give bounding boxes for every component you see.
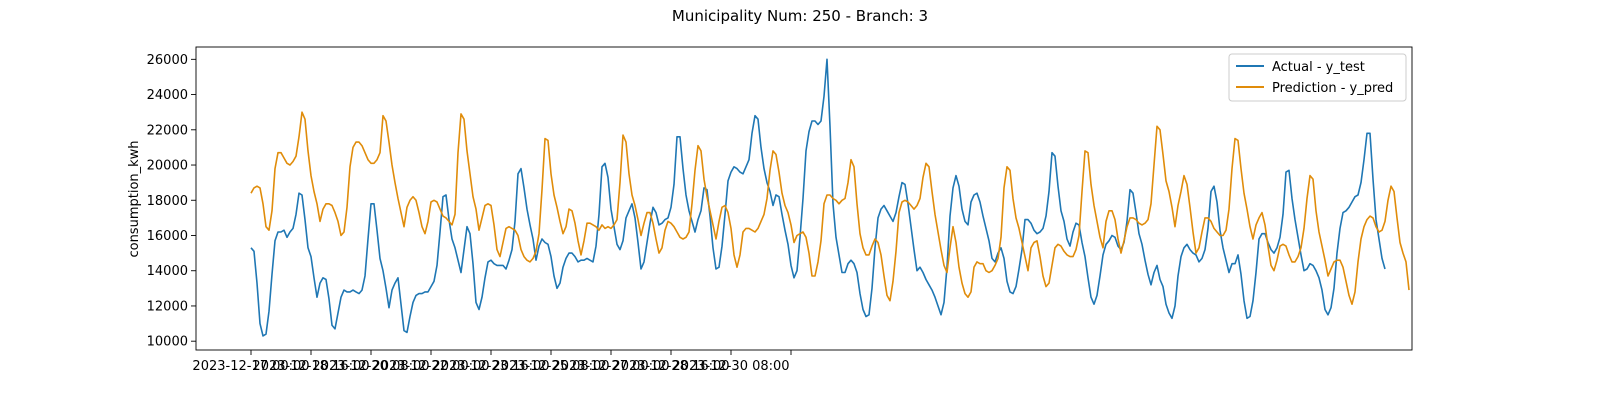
- y-tick-label: 18000: [147, 194, 188, 209]
- chart-title: Municipality Num: 250 - Branch: 3: [672, 7, 928, 25]
- x-tick-label: 2023-12-23 16:00: [432, 359, 549, 374]
- y-tick-label: 12000: [147, 299, 188, 314]
- x-tick-label: 2023-12-25 08:00: [492, 359, 609, 374]
- series-line-prediction: [250, 111, 1410, 306]
- x-tick-label: 2023-12-22 00:00: [372, 359, 489, 374]
- series-line-actual: [250, 58, 1386, 337]
- plot-area: [250, 58, 1410, 337]
- y-tick-label: 22000: [147, 123, 188, 138]
- x-tick-label: 2023-12-20 08:00: [312, 359, 429, 374]
- x-tick-label: 2023-12-27 00:00: [552, 359, 669, 374]
- y-tick-label: 26000: [147, 53, 188, 68]
- plot-frame: [195, 46, 1413, 351]
- y-tick-label: 20000: [147, 159, 188, 174]
- x-tick-label: 2023-12-30 08:00: [672, 359, 789, 374]
- y-tick-label: 14000: [147, 264, 188, 279]
- legend-label-actual: Actual - y_test: [1272, 60, 1365, 75]
- x-tick-label: 2023-12-17 00:00: [192, 359, 309, 374]
- y-axis-label: consumption_kwh: [127, 140, 142, 257]
- y-tick-label: 24000: [147, 88, 188, 103]
- y-tick-label: 16000: [147, 229, 188, 244]
- x-tick-label: 2023-12-28 16:00: [612, 359, 729, 374]
- x-tick-label: 2023-12-18 16:00: [252, 359, 369, 374]
- legend-box: [1228, 53, 1407, 102]
- legend: Actual - y_test Prediction - y_pred: [1228, 53, 1407, 102]
- y-axis-ticks: 10000 12000 14000 16000 18000 20000 22000 24000…: [147, 53, 196, 350]
- legend-label-prediction: Prediction - y_pred: [1272, 81, 1393, 96]
- y-tick-label: 10000: [147, 335, 188, 350]
